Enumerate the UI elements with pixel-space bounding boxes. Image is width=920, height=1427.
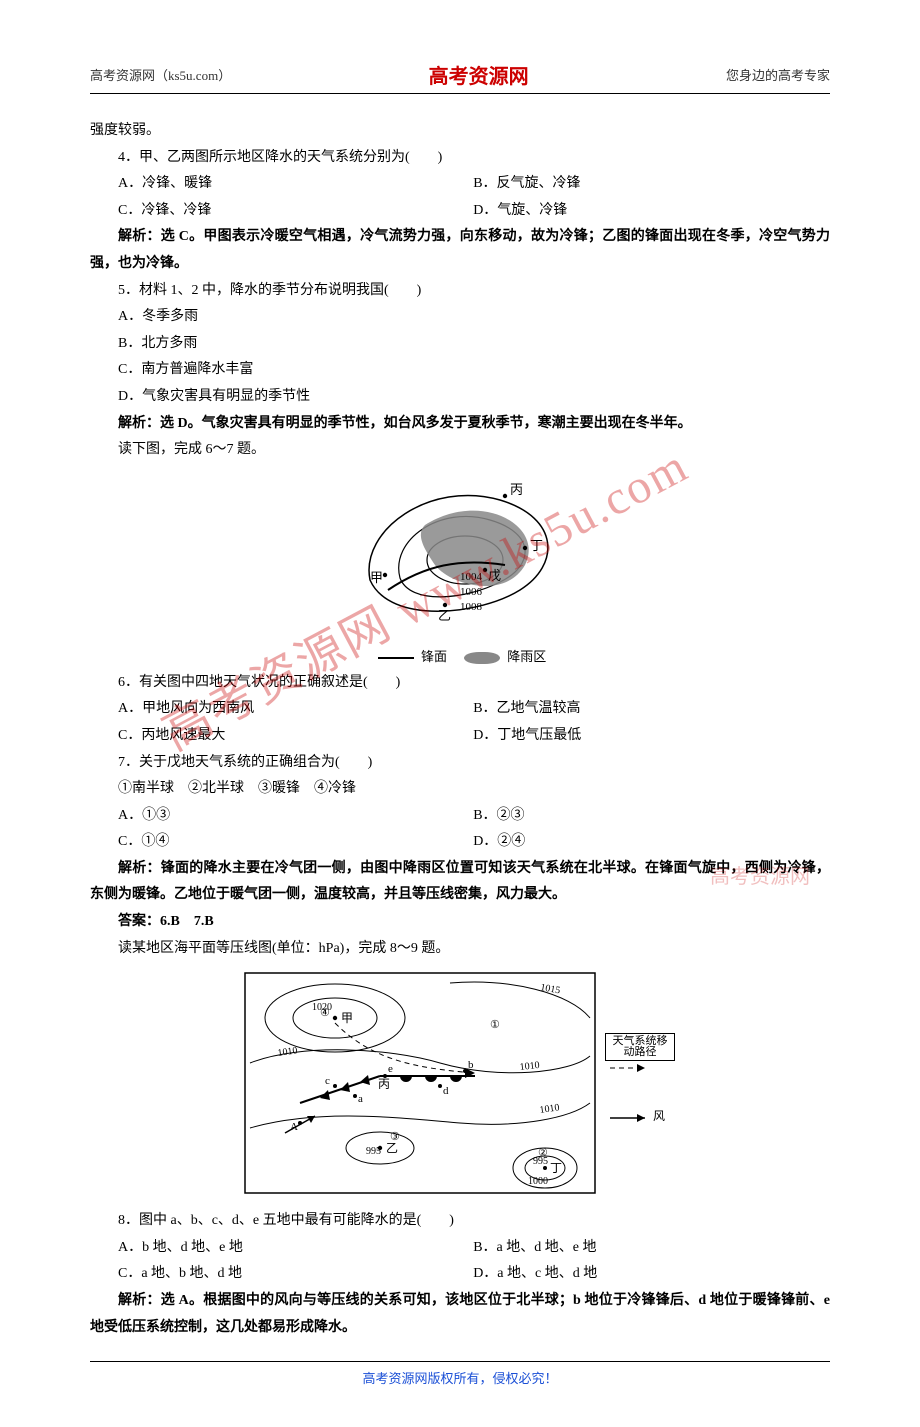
q4-opt-c: C．冷锋、冷锋 [90,198,445,225]
q67-explain-text: 解析：锋面的降水主要在冷气团一侧，由图中降雨区位置可知该天气系统在北半球。在锋面… [90,861,830,903]
q7-stem: 7．关于戊地天气系统的正确组合为( ) [90,750,830,777]
q7-options-row2: C．①④ D．②④ [90,829,830,856]
q67-final: 答案：6.B 7.B [90,909,830,936]
q5-opt-d: D．气象灾害具有明显的季节性 [90,384,830,411]
svg-text:c: c [325,1075,330,1087]
page-footer: 高考资源网版权所有，侵权必究！ [90,1361,830,1387]
q8-opt-d: D．a 地、c 地、d 地 [445,1261,830,1288]
q7-opt-a: A．①③ [90,803,445,830]
header-left: 高考资源网（ks5u.com） [90,65,231,84]
q7-opt-d: D．②④ [445,829,830,856]
q7-combos: ①南半球 ②北半球 ③暖锋 ④冷锋 [90,776,830,803]
q6-options-row2: C．丙地风速最大 D．丁地气压最低 [90,723,830,750]
q7-opt-b: B．②③ [445,803,830,830]
q7-options-row1: A．①③ B．②③ [90,803,830,830]
legend-front-label: 锋面 [421,649,447,664]
q6-opt-a: A．甲地风向为西南风 [90,696,445,723]
svg-text:③: ③ [390,1131,400,1143]
q4-options-row2: C．冷锋、冷锋 D．气旋、冷锋 [90,198,830,225]
content: 强度较弱。 4．甲、乙两图所示地区降水的天气系统分别为( ) A．冷锋、暖锋 B… [90,118,830,1341]
q6-opt-b: B．乙地气温较高 [445,696,830,723]
q4-stem: 4．甲、乙两图所示地区降水的天气系统分别为( ) [90,145,830,172]
fig2-legend-path: 天气系统移动路径 [605,1033,675,1061]
q4-options-row1: A．冷锋、暖锋 B．反气旋、冷锋 [90,171,830,198]
svg-text:1010: 1010 [277,1046,298,1060]
svg-text:④: ④ [320,1007,330,1019]
q6-options-row1: A．甲地风向为西南风 B．乙地气温较高 [90,696,830,723]
svg-text:d: d [443,1085,449,1097]
figure-1: 甲 乙 丙 丁 戊 1004 1006 1008 锋面 降雨区 [90,470,830,664]
svg-text:995: 995 [366,1146,381,1157]
svg-text:②: ② [538,1147,548,1159]
svg-text:①: ① [490,1019,500,1031]
svg-text:1010: 1010 [519,1060,540,1073]
q4-opt-d: D．气旋、冷锋 [445,198,830,225]
figure-2: 1020 甲 ④ 1015 1010 1010 1010 [240,968,680,1202]
q5-stem: 5．材料 1、2 中，降水的季节分布说明我国( ) [90,278,830,305]
q8-opt-b: B．a 地、d 地、e 地 [445,1235,830,1262]
header-center: 高考资源网 [429,60,529,89]
fig1-label-yi: 乙 [438,608,451,623]
q8-opt-a: A．b 地、d 地、e 地 [90,1235,445,1262]
q8-answer: 解析：选 A。根据图中的风向与等压线的关系可知，该地区位于北半球；b 地位于冷锋… [90,1288,830,1341]
q67-explain: 解析：锋面的降水主要在冷气团一侧，由图中降雨区位置可知该天气系统在北半球。在锋面… [90,856,830,909]
svg-text:1015: 1015 [539,982,561,996]
q5-answer: 解析：选 D。气象灾害具有明显的季节性，如台风多发于夏秋季节，寒潮主要出现在冬半… [90,411,830,438]
q6-opt-c: C．丙地风速最大 [90,723,445,750]
svg-text:e: e [388,1063,393,1075]
page: 高考资源网（ks5u.com） 高考资源网 您身边的高考专家 高考资源网 www… [0,0,920,1427]
page-header: 高考资源网（ks5u.com） 高考资源网 您身边的高考专家 [90,60,830,94]
legend-rain-label: 降雨区 [507,649,546,664]
q8-options-row2: C．a 地、b 地、d 地 D．a 地、c 地、d 地 [90,1261,830,1288]
q7-opt-c: C．①④ [90,829,445,856]
svg-text:1010: 1010 [539,1103,560,1117]
figure-1-svg: 甲 乙 丙 丁 戊 1004 1006 1008 [330,470,590,640]
legend-front-line-icon [378,657,414,659]
fig1-iso-1004: 1004 [460,571,483,583]
svg-text:甲: 甲 [341,1011,353,1025]
svg-text:1000: 1000 [528,1176,548,1187]
svg-text:乙: 乙 [386,1141,398,1155]
q67-final-text: 答案：6.B 7.B [118,914,214,929]
q5-opt-a: A．冬季多雨 [90,304,830,331]
q6-opt-d: D．丁地气压最低 [445,723,830,750]
continuation-line: 强度较弱。 [90,118,830,145]
fig2-legend-wind: 风 [653,1110,665,1122]
q8-stem: 8．图中 a、b、c、d、e 五地中最有可能降水的是( ) [90,1208,830,1235]
svg-text:丁: 丁 [550,1161,562,1175]
fig1-label-ding: 丁 [530,538,543,553]
q5-opt-b: B．北方多雨 [90,331,830,358]
fig2-intro: 读某地区海平面等压线图(单位：hPa)，完成 8～9 题。 [90,936,830,963]
fig1-intro: 读下图，完成 6～7 题。 [90,437,830,464]
q6-stem: 6．有关图中四地天气状况的正确叙述是( ) [90,670,830,697]
fig1-label-wu: 戊 [488,568,501,583]
legend-rain-icon [464,652,500,664]
svg-text:b: b [468,1059,474,1071]
q5-opt-c: C．南方普遍降水丰富 [90,357,830,384]
svg-text:a: a [358,1093,363,1105]
figure-1-legend: 锋面 降雨区 [90,650,830,664]
q4-opt-b: B．反气旋、冷锋 [445,171,830,198]
svg-text:丙: 丙 [378,1077,390,1091]
q8-opt-c: C．a 地、b 地、d 地 [90,1261,445,1288]
q4-opt-a: A．冷锋、暖锋 [90,171,445,198]
q4-answer-text: 解析：选 C。甲图表示冷暖空气相遇，冷气流势力强，向东移动，故为冷锋；乙图的锋面… [90,229,830,271]
header-right: 您身边的高考专家 [726,65,830,84]
q4-answer: 解析：选 C。甲图表示冷暖空气相遇，冷气流势力强，向东移动，故为冷锋；乙图的锋面… [90,224,830,277]
figure-2-svg: 1020 甲 ④ 1015 1010 1010 1010 [240,968,680,1198]
fig1-iso-1006: 1006 [460,586,483,598]
q8-options-row1: A．b 地、d 地、e 地 B．a 地、d 地、e 地 [90,1235,830,1262]
q8-answer-text: 解析：选 A。根据图中的风向与等压线的关系可知，该地区位于北半球；b 地位于冷锋… [90,1293,830,1335]
fig1-label-jia: 甲 [370,570,383,585]
q5-answer-text: 解析：选 D。气象灾害具有明显的季节性，如台风多发于夏秋季节，寒潮主要出现在冬半… [118,416,692,431]
fig1-iso-1008: 1008 [460,601,483,613]
fig1-label-bing: 丙 [510,482,523,497]
